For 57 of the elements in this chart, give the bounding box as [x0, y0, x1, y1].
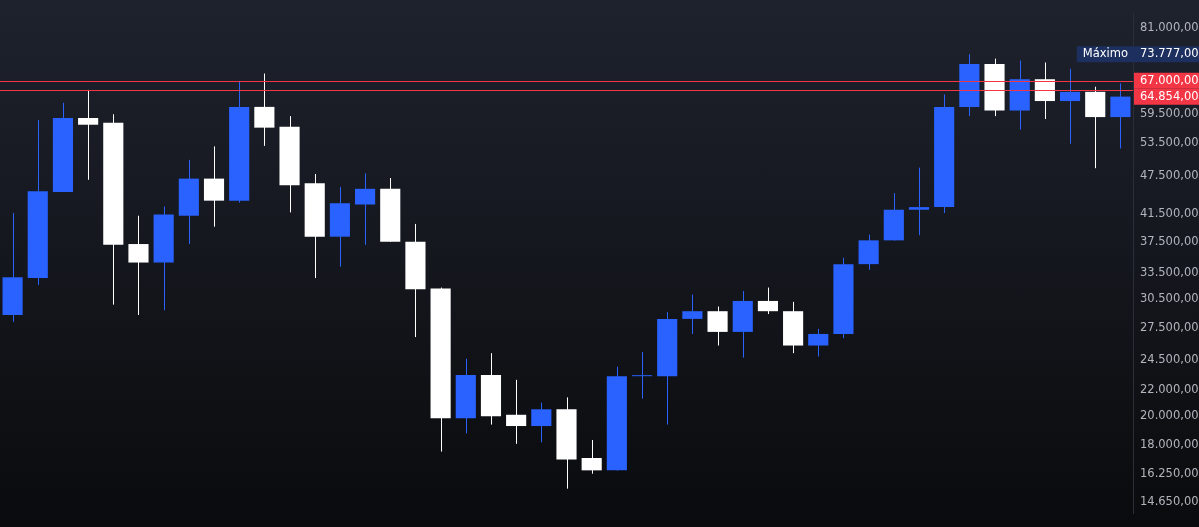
- candlestick: [833, 257, 854, 339]
- candlestick: [657, 311, 678, 426]
- candlestick: [934, 93, 955, 214]
- y-tick-label: 33.500,00: [1140, 265, 1199, 280]
- candlestick: [329, 186, 350, 268]
- candlestick: [1110, 82, 1131, 150]
- candlestick: [178, 159, 199, 245]
- candlestick: [506, 379, 527, 445]
- candlestick: [808, 328, 829, 357]
- y-tick-label: 47.500,00: [1140, 168, 1199, 183]
- y-tick-label: 59.500,00: [1140, 105, 1199, 120]
- candlestick: [707, 305, 728, 347]
- candlestick: [27, 119, 48, 286]
- candlestick: [128, 215, 149, 316]
- y-tick-label: 41.500,00: [1140, 205, 1199, 220]
- y-tick-label: 24.500,00: [1140, 351, 1199, 366]
- y-tick-label: 27.500,00: [1140, 319, 1199, 334]
- ref-line-label: 67.000,00: [1140, 72, 1199, 87]
- y-tick-label: 20.000,00: [1140, 408, 1199, 423]
- candlestick: [682, 294, 703, 335]
- candlestick: [556, 396, 577, 490]
- candlestick: [103, 113, 124, 306]
- candlestick: [78, 89, 99, 181]
- candlestick: [783, 301, 804, 354]
- candlestick: [2, 212, 23, 323]
- candlestick: [581, 439, 602, 475]
- ref-line-label: 64.854,00: [1140, 88, 1199, 103]
- candlestick: [858, 234, 879, 271]
- y-tick-label: 16.250,00: [1140, 465, 1199, 480]
- candlestick: [153, 205, 174, 311]
- y-tick-label: 14.650,00: [1140, 494, 1199, 509]
- y-tick-label: 53.500,00: [1140, 135, 1199, 150]
- candlestick: [631, 351, 653, 400]
- candlestick: [531, 402, 552, 443]
- candlestick: [355, 172, 376, 246]
- candlestick: [480, 352, 502, 426]
- y-tick-label: 37.500,00: [1140, 233, 1199, 248]
- candlestick: [908, 167, 930, 236]
- candlestick: [405, 223, 426, 338]
- text: 73.777,00: [1140, 46, 1199, 61]
- candlestick: [254, 73, 275, 147]
- candlestick: [1085, 86, 1106, 169]
- candlestick: [304, 173, 325, 279]
- candlestick: [279, 115, 300, 213]
- y-tick-label: 18.000,00: [1140, 437, 1199, 452]
- candlestick: [203, 145, 225, 228]
- y-tick-label: 81.000,00: [1140, 20, 1199, 35]
- candlestick: [1059, 68, 1081, 145]
- candlestick: [984, 58, 1005, 117]
- candlestick: [455, 358, 476, 434]
- candlestick: [1009, 60, 1030, 131]
- y-tick-label: 22.000,00: [1140, 381, 1199, 396]
- candlestick: [732, 290, 753, 359]
- candlestick: [1034, 61, 1055, 120]
- annotation: Máximo: [1082, 46, 1129, 61]
- y-tick-label: 30.500,00: [1140, 291, 1199, 306]
- candlestick: [959, 53, 980, 117]
